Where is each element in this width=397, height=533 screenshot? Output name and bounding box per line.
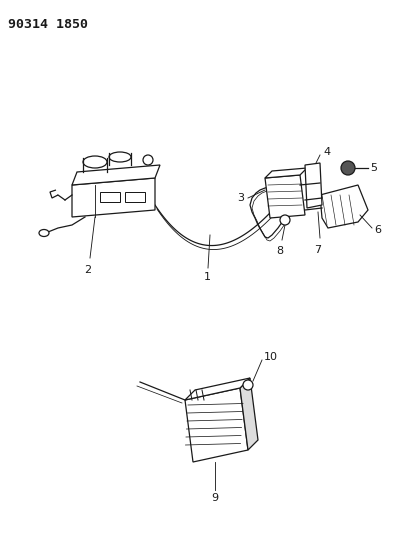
Text: 7: 7	[314, 245, 322, 255]
Text: 90314 1850: 90314 1850	[8, 18, 88, 31]
Polygon shape	[305, 163, 322, 208]
Circle shape	[341, 161, 355, 175]
Text: 9: 9	[212, 493, 219, 503]
Circle shape	[243, 380, 253, 390]
Bar	[100, 192, 120, 202]
Polygon shape	[240, 378, 258, 450]
Polygon shape	[185, 388, 248, 462]
Bar	[125, 192, 145, 202]
Polygon shape	[72, 165, 160, 185]
Polygon shape	[265, 175, 305, 218]
Polygon shape	[185, 378, 250, 400]
Text: 8: 8	[276, 246, 283, 256]
Text: 3: 3	[237, 193, 244, 203]
Text: 6: 6	[374, 225, 381, 235]
Circle shape	[143, 155, 153, 165]
Text: 5: 5	[370, 163, 377, 173]
Text: 1: 1	[204, 272, 210, 282]
Polygon shape	[72, 178, 155, 217]
Text: 4: 4	[323, 147, 330, 157]
Ellipse shape	[83, 156, 107, 168]
Circle shape	[280, 215, 290, 225]
Ellipse shape	[39, 230, 49, 237]
Text: 10: 10	[264, 352, 278, 362]
Polygon shape	[320, 185, 368, 228]
Polygon shape	[265, 168, 307, 178]
Text: 2: 2	[85, 265, 92, 275]
Ellipse shape	[109, 152, 131, 162]
